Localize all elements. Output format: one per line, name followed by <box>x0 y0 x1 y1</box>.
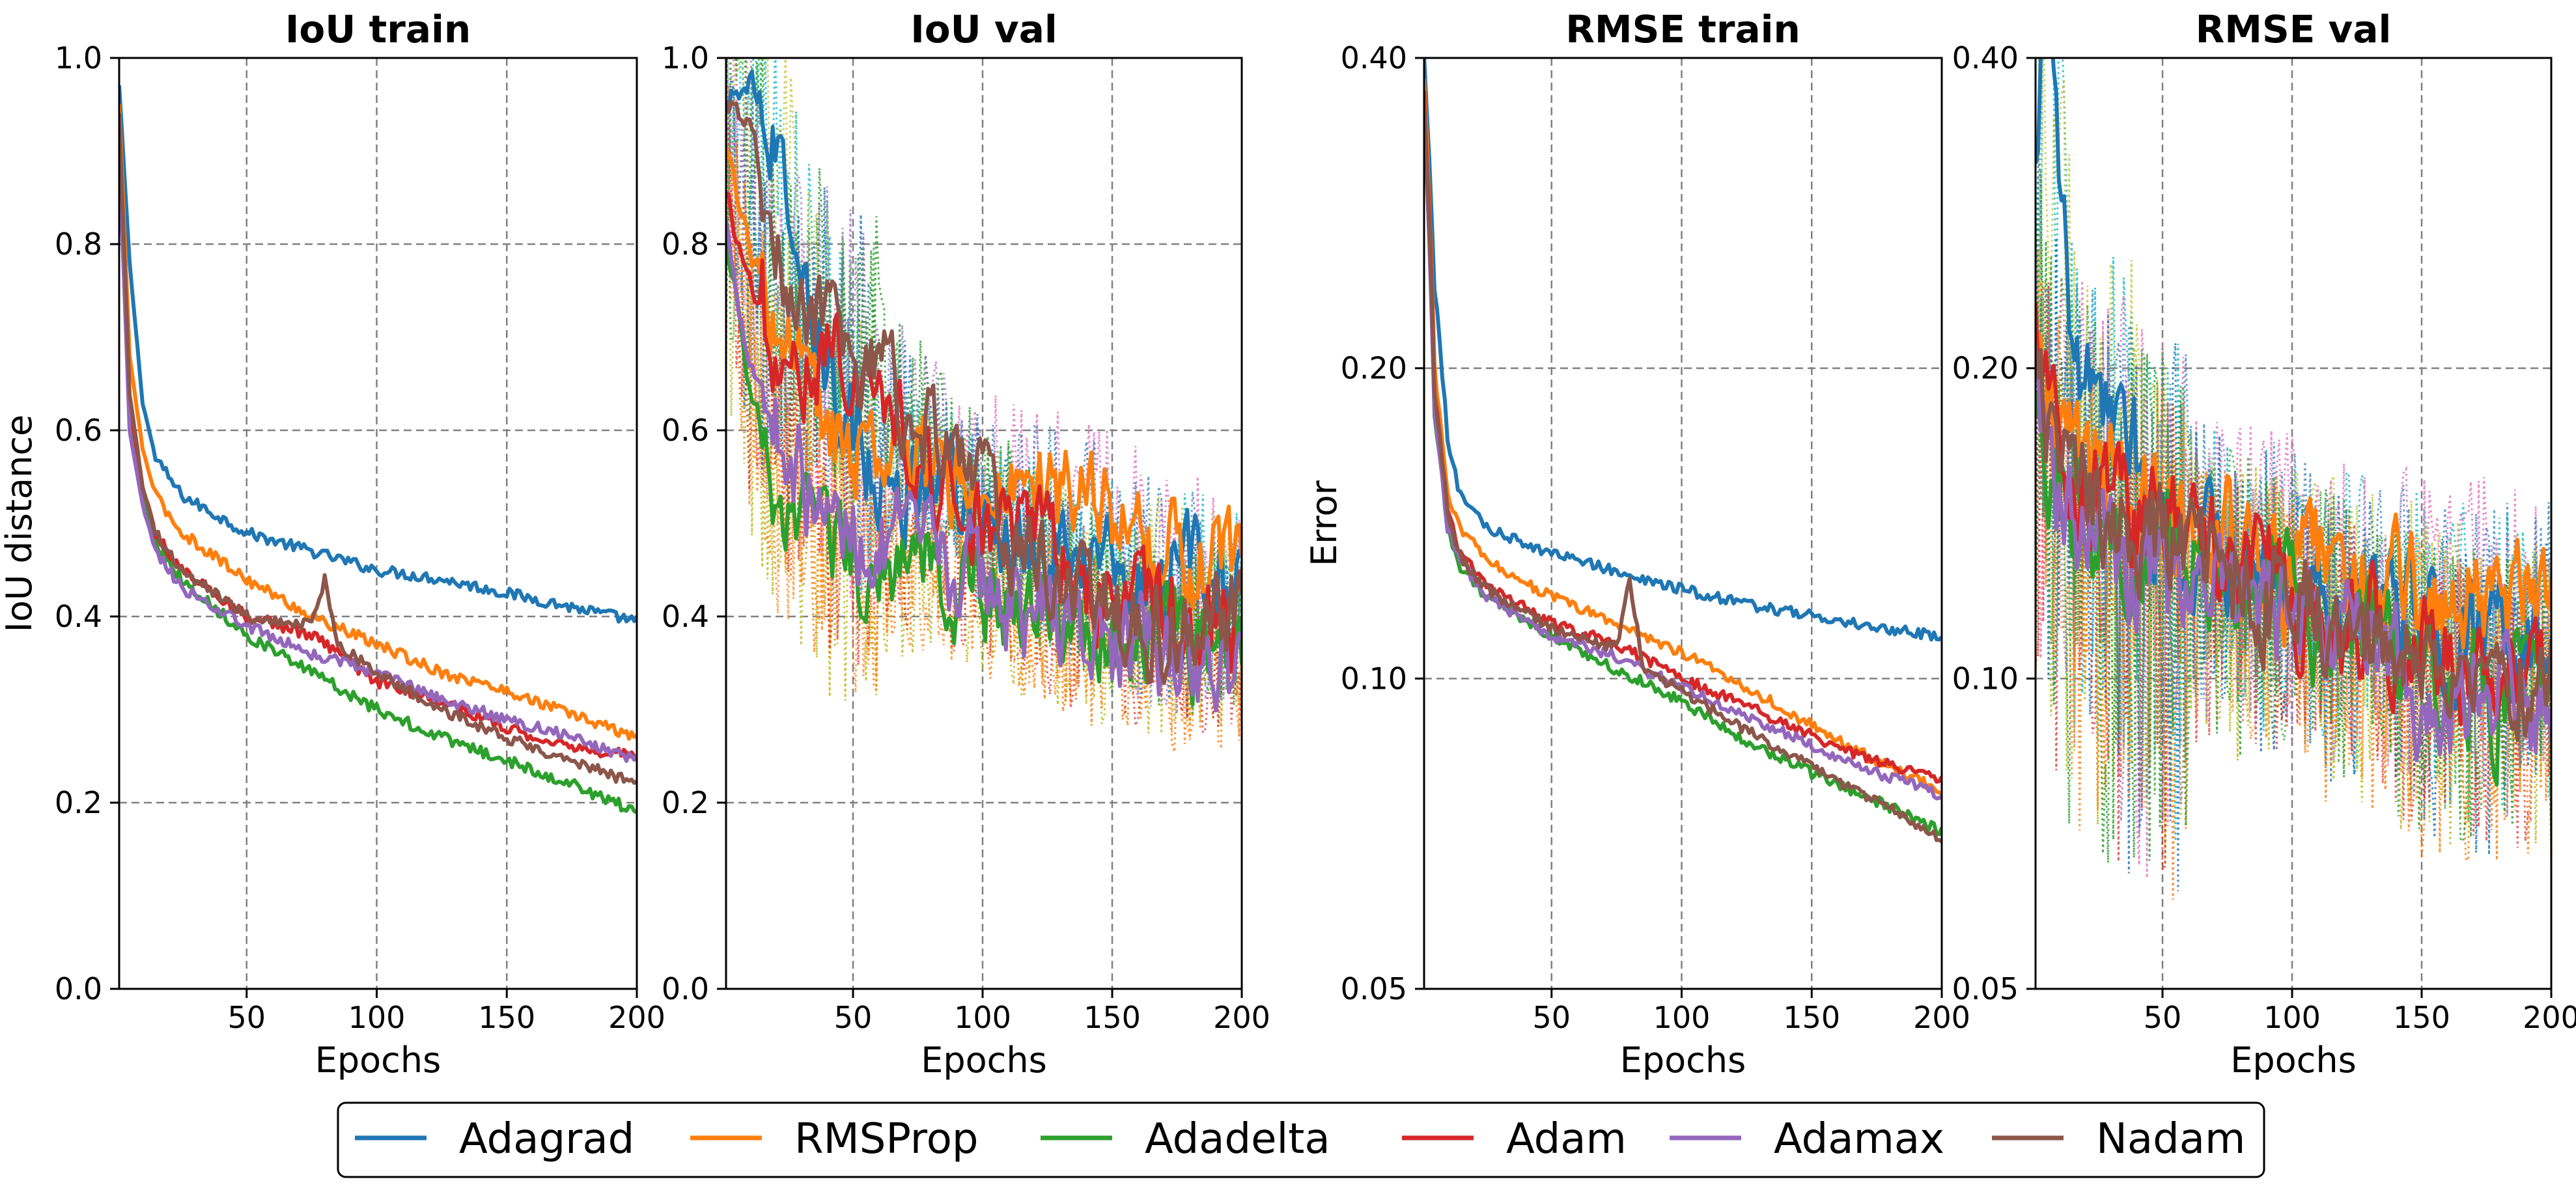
series-line-rmsprop <box>1424 78 1942 796</box>
plot-frame-rmse-train <box>1423 57 1943 990</box>
x-tick-label: 50 <box>834 1000 873 1035</box>
y-tick-label: 0.10 <box>1341 661 1407 696</box>
dotted-trace-alt-nadam <box>726 58 1242 714</box>
legend-label-adagrad: Adagrad <box>459 1115 634 1163</box>
series-line-adamax <box>2036 365 2551 762</box>
y-tick-label: 0.2 <box>662 785 709 820</box>
series-line-adamax <box>119 150 637 764</box>
x-tick-label: 150 <box>1783 1000 1840 1035</box>
panel-title: IoU train <box>285 7 471 51</box>
y-tick-label: 0.4 <box>662 599 709 634</box>
legend-frame <box>337 1101 2265 1178</box>
y-tick-label: 0.2 <box>55 785 102 820</box>
panel-iou-val: 50 100 150 200 0.0 0.2 0.4 0.6 0.8 1.0 IoU val Epoc… <box>662 7 1270 1081</box>
y-tick-label: 0.40 <box>1341 40 1407 76</box>
y-tick-label: 0.05 <box>1952 971 2019 1006</box>
legend: Adagrad RMSProp Adadelta Adam Adamax Nadam <box>337 1101 2265 1178</box>
y-tick-label: 0.4 <box>55 599 102 634</box>
series-group-iou-val <box>726 58 1242 753</box>
x-tick-label: 100 <box>1653 1000 1711 1035</box>
y-tick-label: 0.10 <box>1952 661 2019 696</box>
x-axis-label: Epochs <box>1620 1040 1746 1081</box>
y-tick-label: 0.20 <box>1341 351 1407 386</box>
series-line-adamax <box>726 221 1242 713</box>
series-line-adagrad <box>119 85 637 624</box>
x-tick-label: 150 <box>1084 1000 1141 1035</box>
x-tick-label: 50 <box>227 1000 266 1035</box>
x-tick-label: 200 <box>1913 1000 1970 1035</box>
dotted-trace-alt-adam <box>726 108 1242 706</box>
series-group-iou-train <box>119 85 637 814</box>
x-tick-label: 200 <box>1213 1000 1270 1035</box>
y-tick-label: 1.0 <box>662 40 709 76</box>
grid-rmse-train <box>1424 58 1942 989</box>
series-line-adam <box>1424 90 1942 784</box>
y-tick-label: 0.40 <box>1952 40 2019 76</box>
plot-frame-iou-val <box>725 57 1243 990</box>
legend-label-nadam: Nadam <box>2096 1115 2245 1163</box>
x-tick-label: 50 <box>1532 1000 1571 1035</box>
series-line-nadam <box>1424 102 1942 844</box>
x-tick-label: 150 <box>2393 1000 2450 1035</box>
y-tick-label: 0.20 <box>1952 351 2019 386</box>
x-tick-label: 200 <box>2523 1000 2576 1035</box>
x-tick-label: 100 <box>348 1000 406 1035</box>
series-line-nadam <box>726 99 1242 685</box>
y-tick-label: 0.6 <box>55 413 102 448</box>
legend-label-rmsprop: RMSProp <box>794 1115 978 1163</box>
y-axis-label: Error <box>1304 480 1345 566</box>
x-axis-label: Epochs <box>921 1040 1046 1081</box>
y-tick-label: 0.8 <box>662 227 709 262</box>
series-group-rmse-train <box>1424 58 1942 844</box>
y-tick-label: 0.0 <box>55 971 102 1006</box>
panel-rmse-train: 50 100 150 200 0.05 0.10 0.20 0.40 RMSE train Epo… <box>1304 7 1970 1081</box>
y-tick-label: 1.0 <box>55 40 102 76</box>
legend-label-adadelta: Adadelta <box>1145 1115 1330 1163</box>
plot-frame-rmse-val <box>2034 57 2553 990</box>
series-line-adagrad <box>1424 58 1942 642</box>
panel-iou-train: 50 100 150 200 0.0 0.2 0.4 0.6 0.8 1.0 IoU train Ep… <box>0 7 665 1081</box>
legend-label-adam: Adam <box>1506 1115 1627 1163</box>
y-tick-label: 0.8 <box>55 227 102 262</box>
x-axis-label: Epochs <box>315 1040 441 1081</box>
series-line-rmsprop <box>119 104 637 741</box>
panel-title: IoU val <box>910 7 1057 51</box>
panel-title: RMSE train <box>1565 7 1800 51</box>
y-tick-label: 0.6 <box>662 413 709 448</box>
y-axis-label: IoU distance <box>0 415 40 632</box>
series-line-nadam <box>2036 344 2551 743</box>
grid-iou-train <box>119 58 637 989</box>
legend-label-adamax: Adamax <box>1774 1115 1944 1163</box>
panel-title: RMSE val <box>2196 7 2392 51</box>
x-tick-label: 100 <box>954 1000 1011 1035</box>
x-tick-label: 200 <box>608 1000 665 1035</box>
series-line-nadam <box>119 113 637 785</box>
y-tick-label: 0.0 <box>662 971 709 1006</box>
dotted-trace-adadelta <box>2036 235 2551 851</box>
y-tick-label: 0.05 <box>1341 971 1407 1006</box>
x-tick-label: 50 <box>2144 1000 2182 1035</box>
plot-frame-iou-train <box>118 57 638 990</box>
series-group-rmse-val <box>2036 58 2551 900</box>
x-tick-label: 100 <box>2263 1000 2321 1035</box>
x-tick-label: 150 <box>478 1000 535 1035</box>
x-axis-label: Epochs <box>2230 1040 2356 1081</box>
panel-rmse-val: 50 100 150 200 0.05 0.10 0.20 0.40 RMSE val Epoch… <box>1952 7 2576 1081</box>
